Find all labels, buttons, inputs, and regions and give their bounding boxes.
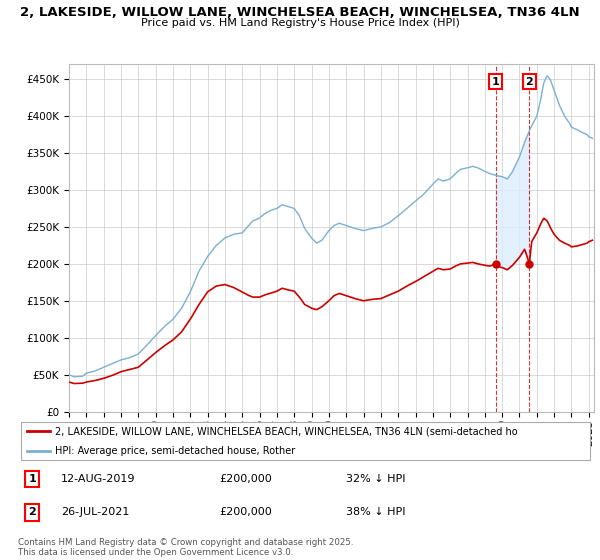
Text: 32% ↓ HPI: 32% ↓ HPI: [346, 474, 406, 484]
Text: 2, LAKESIDE, WILLOW LANE, WINCHELSEA BEACH, WINCHELSEA, TN36 4LN: 2, LAKESIDE, WILLOW LANE, WINCHELSEA BEA…: [20, 6, 580, 18]
Text: 1: 1: [492, 77, 499, 87]
Text: 1: 1: [28, 474, 36, 484]
FancyBboxPatch shape: [21, 422, 590, 460]
Text: Price paid vs. HM Land Registry's House Price Index (HPI): Price paid vs. HM Land Registry's House …: [140, 18, 460, 28]
Text: HPI: Average price, semi-detached house, Rother: HPI: Average price, semi-detached house,…: [55, 446, 296, 456]
Text: 2: 2: [28, 507, 36, 517]
Text: 26-JUL-2021: 26-JUL-2021: [61, 507, 130, 517]
Text: 2: 2: [526, 77, 533, 87]
Text: £200,000: £200,000: [220, 507, 272, 517]
Text: £200,000: £200,000: [220, 474, 272, 484]
Text: 38% ↓ HPI: 38% ↓ HPI: [346, 507, 406, 517]
Text: 2, LAKESIDE, WILLOW LANE, WINCHELSEA BEACH, WINCHELSEA, TN36 4LN (semi-detached : 2, LAKESIDE, WILLOW LANE, WINCHELSEA BEA…: [55, 426, 518, 436]
Text: 12-AUG-2019: 12-AUG-2019: [61, 474, 136, 484]
Text: Contains HM Land Registry data © Crown copyright and database right 2025.
This d: Contains HM Land Registry data © Crown c…: [18, 538, 353, 557]
